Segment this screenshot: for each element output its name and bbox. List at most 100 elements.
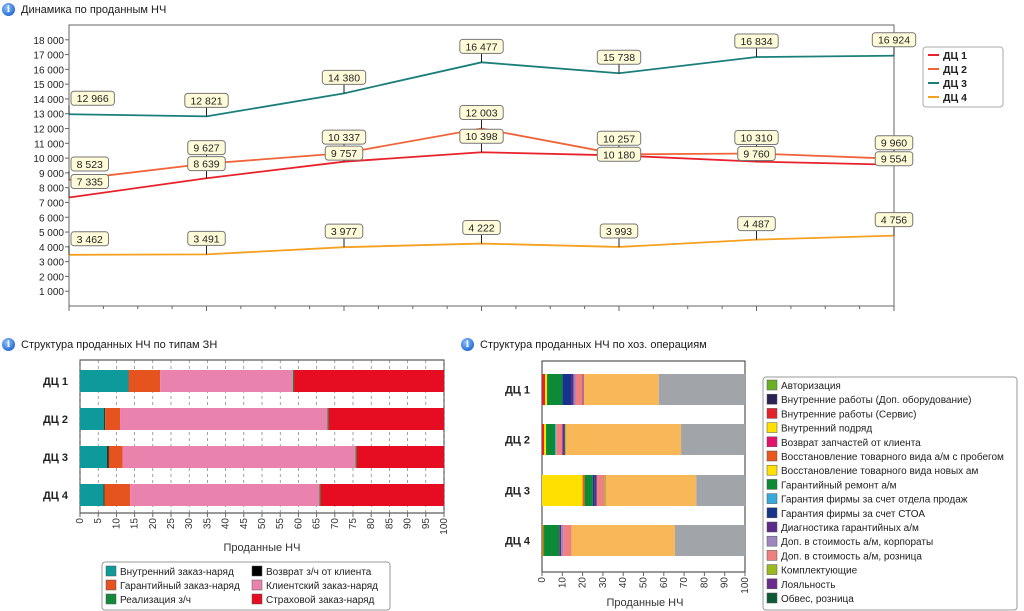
x-tick-label: 70 <box>330 518 341 530</box>
data-label: 12 003 <box>465 107 497 119</box>
data-label-box <box>459 104 504 120</box>
bar-segment <box>80 446 108 468</box>
data-label: 12 821 <box>190 95 222 107</box>
data-label: 4 487 <box>743 219 769 231</box>
x-tick-label: 40 <box>618 577 629 589</box>
data-label: 3 993 <box>606 226 632 238</box>
category-label: ДЦ 4 <box>43 490 69 502</box>
bar-segment <box>582 475 585 506</box>
x-tick-label: 100 <box>740 577 751 594</box>
legend-swatch <box>105 565 117 577</box>
panel-title-text: Структура проданных НЧ по хоз. операциям <box>480 338 707 351</box>
legend-label: Восстановление товарного вида а/м с проб… <box>781 451 1004 463</box>
legend-box <box>762 376 1018 611</box>
data-label: 10 257 <box>603 133 635 145</box>
legend-label: Внутренние работы (Доп. оборудование) <box>781 394 971 406</box>
data-label-box <box>324 223 364 239</box>
x-tick-label: 0 <box>75 518 86 524</box>
legend-label: Реализация з/ч <box>120 595 191 606</box>
data-label: 10 337 <box>328 132 360 144</box>
x-tick-label: 50 <box>257 518 268 530</box>
legend-swatch <box>766 422 778 433</box>
info-icon[interactable]: i <box>2 338 15 351</box>
data-label: 10 180 <box>603 149 635 161</box>
category-label: ДЦ 2 <box>43 414 68 426</box>
x-tick-label: 5 <box>93 518 104 524</box>
x-tick-label: 30 <box>184 518 195 530</box>
data-label-box <box>187 156 226 172</box>
legend-swatch <box>766 521 778 533</box>
x-axis-title: Проданные НЧ <box>607 597 684 609</box>
category-label: ДЦ 1 <box>505 385 530 397</box>
legend-label: Гарантийный заказ-наряд <box>120 581 240 592</box>
bar-segment <box>120 408 328 430</box>
bar-segment <box>103 484 105 506</box>
data-label-box <box>187 140 226 156</box>
category-label: ДЦ 4 <box>505 536 531 548</box>
legend-swatch <box>766 464 778 476</box>
bar-segment <box>561 525 564 556</box>
data-label: 10 398 <box>465 131 497 143</box>
bar-segment <box>80 408 105 430</box>
bar-segment <box>543 525 545 556</box>
x-tick-label: 20 <box>578 577 589 589</box>
x-tick-label: 65 <box>312 518 323 530</box>
legend-box <box>101 561 391 611</box>
legend-swatch <box>766 564 778 575</box>
bar-segment <box>80 370 129 392</box>
legend-label: Комплектующие <box>781 566 858 577</box>
data-label: 4 222 <box>468 223 494 235</box>
y-tick-label: 9 000 <box>39 169 64 180</box>
data-label-box <box>70 90 115 106</box>
x-tick-label: 40 <box>221 518 232 530</box>
data-label: 15 738 <box>603 52 635 64</box>
bar-segment <box>319 484 321 506</box>
legend-label: Внутренние работы (Сервис) <box>781 408 917 420</box>
category-label: ДЦ 3 <box>505 486 530 498</box>
bar-segment <box>160 370 293 392</box>
legend-swatch <box>766 493 778 504</box>
data-label: 9 554 <box>881 154 907 166</box>
x-tick-label: 95 <box>421 518 432 530</box>
y-tick-label: 14 000 <box>33 95 64 106</box>
x-tick-label: 0 <box>537 577 548 583</box>
x-tick-label: 90 <box>403 518 414 530</box>
info-icon[interactable]: i <box>2 3 15 16</box>
x-axis-title: Проданные НЧ <box>224 542 301 554</box>
panel-title-operations: i Структура проданных НЧ по хоз. операци… <box>461 338 707 351</box>
bar-segment <box>547 374 563 405</box>
data-label: 10 310 <box>740 133 772 145</box>
data-label: 8 523 <box>77 159 103 171</box>
legend-swatch <box>105 579 117 591</box>
bar-segment <box>592 475 595 506</box>
y-tick-label: 11 000 <box>34 139 64 150</box>
x-tick-label: 80 <box>366 518 377 530</box>
y-tick-label: 10 000 <box>33 154 64 165</box>
panel-title-text: Динамика по проданным НЧ <box>21 3 167 16</box>
panel-title-order-types: i Структура проданных НЧ по типам ЗН <box>2 338 217 351</box>
bar-segment <box>292 370 295 392</box>
bar-segment <box>582 374 584 405</box>
info-icon[interactable]: i <box>461 338 474 351</box>
legend-swatch <box>251 593 263 605</box>
data-label-box <box>599 223 639 239</box>
legend-label: ДЦ 1 <box>943 50 967 62</box>
data-label: 9 960 <box>881 138 907 150</box>
bar-segment <box>328 408 444 430</box>
y-tick-label: 17 000 <box>33 51 64 62</box>
y-tick-label: 6 000 <box>39 213 64 224</box>
legend-label: Возврат з/ч от клиента <box>266 567 372 578</box>
legend-label: Восстановление товарного вида новых ам <box>781 466 978 477</box>
x-tick-label: 25 <box>166 518 177 530</box>
bar-segment <box>355 446 357 468</box>
bar-segment <box>542 475 583 506</box>
bar-segment <box>556 424 563 455</box>
bar-segment <box>80 484 104 506</box>
bar-segment <box>658 374 745 405</box>
legend-swatch <box>766 408 778 419</box>
data-label-box <box>70 156 109 172</box>
bar-segment <box>674 525 745 556</box>
x-tick-label: 50 <box>639 577 650 589</box>
data-label: 4 756 <box>881 215 907 227</box>
legend-label: Доп. в стоимость а/м, розница <box>781 551 922 562</box>
